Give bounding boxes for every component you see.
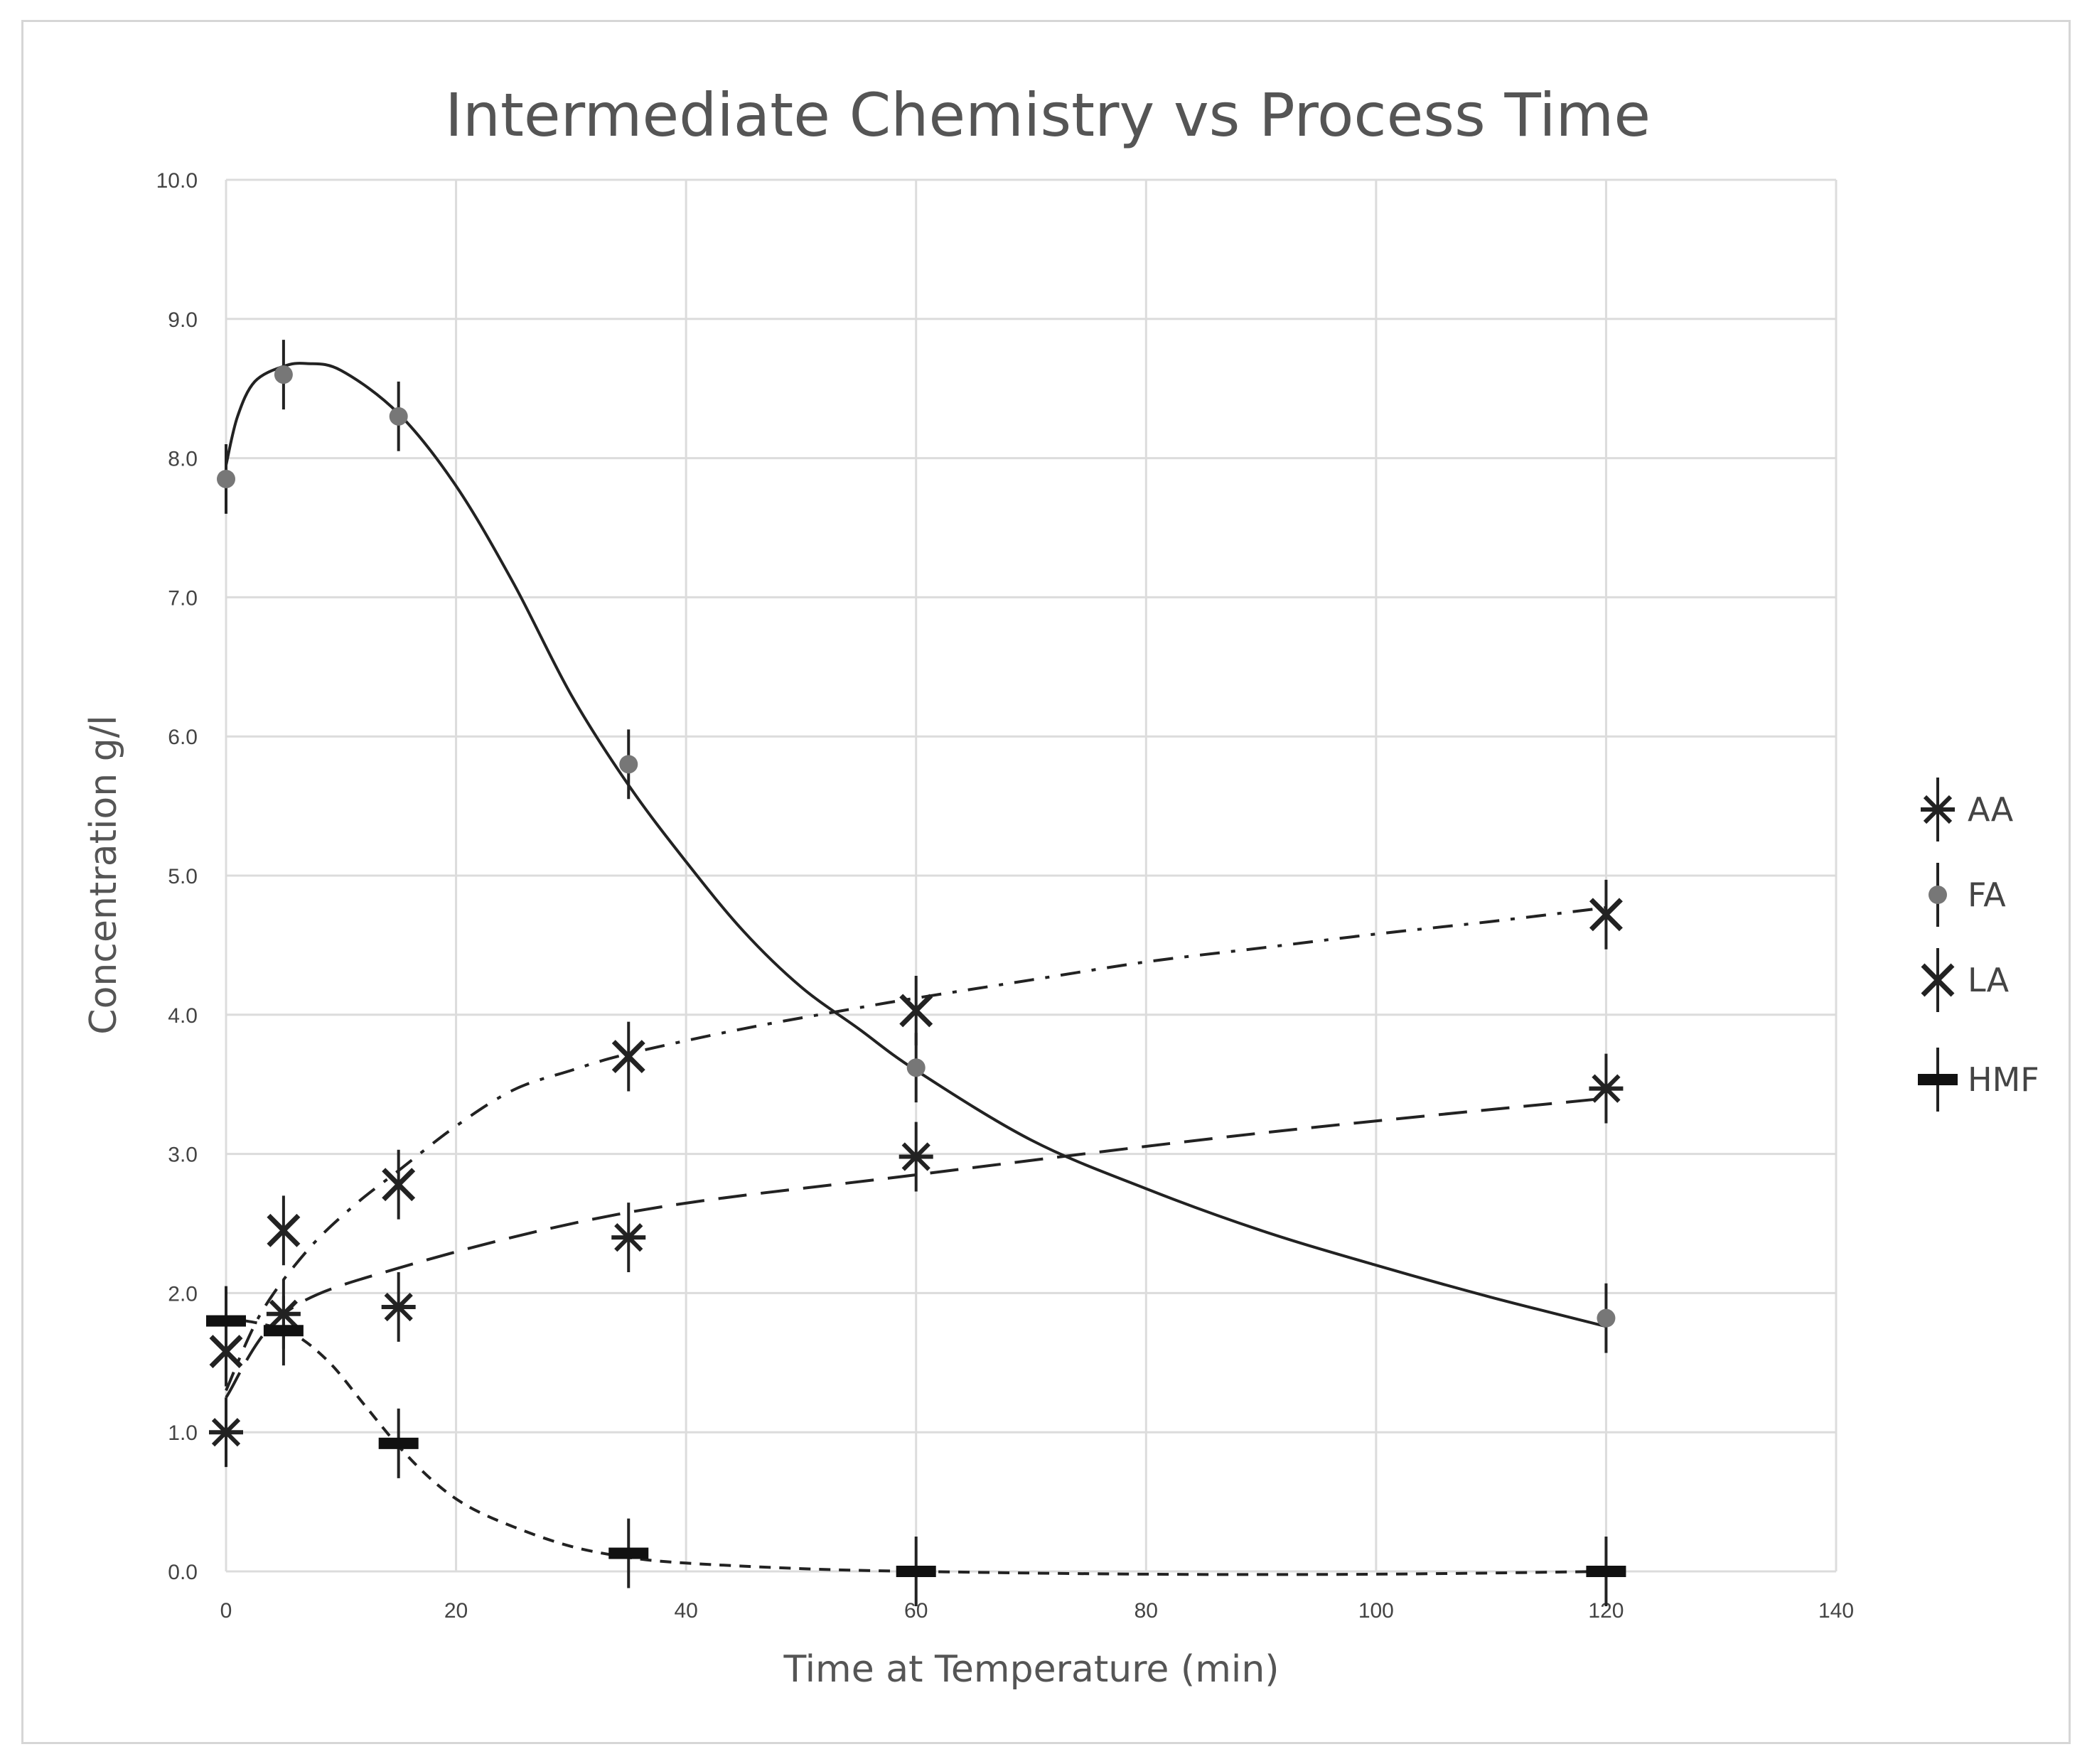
legend-label-fa: FA (1968, 876, 2006, 914)
la-marker-stroke (611, 1040, 645, 1074)
data-point-fa (619, 729, 638, 800)
data-point-hmf (263, 1296, 304, 1366)
chart-frame: Intermediate Chemistry vs Process Time 0… (21, 20, 2071, 1744)
chart-svg: Intermediate Chemistry vs Process Time 0… (82, 80, 2039, 1691)
fa-marker-dot (217, 469, 235, 488)
data-point-hmf (896, 1537, 936, 1606)
legend: AA FA LA HMF (1918, 778, 2039, 1112)
data-point-aa (611, 1203, 646, 1273)
y-tick-labels: 0.0 1.0 2.0 3.0 4.0 5.0 6.0 7.0 8.0 9.0 10.0 (156, 169, 198, 1584)
trendline-la (225, 906, 1606, 1392)
fa-marker-dot (274, 365, 293, 384)
la-marker-stroke (1589, 898, 1623, 932)
y-tick-label: 0.0 (168, 1561, 198, 1584)
y-tick-label: 3.0 (168, 1144, 198, 1167)
trendline-fa (225, 362, 1606, 1328)
fa-marker-dot (906, 1058, 926, 1077)
y-tick-label: 1.0 (168, 1421, 198, 1445)
data-point-fa (217, 444, 235, 514)
y-tick-label: 7.0 (168, 586, 198, 610)
y-tick-label: 2.0 (168, 1282, 198, 1306)
fa-marker-dot (619, 755, 638, 774)
x-tick-label: 0 (220, 1599, 232, 1623)
x-tick-label: 140 (1818, 1599, 1854, 1623)
legend-la-marker-stroke (1921, 963, 1955, 997)
chart-title: Intermediate Chemistry vs Process Time (445, 80, 1651, 150)
hmf-marker-bar (206, 1315, 246, 1327)
fa-marker-dot (1597, 1308, 1616, 1328)
data-point-hmf (206, 1286, 246, 1356)
fa-marker-dot (389, 407, 408, 426)
data-point-aa (1589, 1053, 1624, 1124)
data-point-hmf (608, 1518, 649, 1588)
la-marker-stroke (899, 994, 933, 1028)
hmf-marker-bar (896, 1566, 936, 1577)
x-tick-label: 20 (444, 1599, 468, 1623)
x-tick-label: 40 (674, 1599, 697, 1623)
data-point-fa (389, 381, 408, 451)
legend-hmf-marker-bar (1918, 1074, 1958, 1085)
y-tick-label: 6.0 (168, 726, 198, 749)
hmf-marker-bar (1586, 1566, 1626, 1577)
trendline-hmf (225, 1316, 1606, 1576)
x-tick-labels: 0 20 40 60 80 100 120 140 (220, 1599, 1854, 1623)
data-point-la (611, 1021, 645, 1092)
y-tick-label: 4.0 (168, 1004, 198, 1028)
data-point-fa (274, 340, 293, 410)
data-point-la (899, 975, 933, 1045)
y-tick-label: 10.0 (156, 169, 198, 193)
legend-label-hmf: HMF (1968, 1060, 2039, 1099)
la-marker-stroke (267, 1213, 301, 1247)
hmf-marker-bar (378, 1437, 419, 1449)
data-point-aa (899, 1122, 933, 1192)
legend-item-aa: AA (1921, 778, 2014, 841)
y-axis-title: Concentration g/l (82, 715, 125, 1034)
legend-item-hmf: HMF (1918, 1048, 2039, 1112)
data-point-la (382, 1149, 416, 1220)
legend-label-aa: AA (1968, 790, 2014, 829)
y-tick-label: 8.0 (168, 448, 198, 471)
data-point-aa (209, 1397, 243, 1468)
data-point-la (267, 1195, 301, 1266)
y-tick-label: 5.0 (168, 865, 198, 888)
data-point-hmf (378, 1408, 419, 1478)
gridlines (225, 178, 1838, 1573)
trendline-aa (225, 1097, 1606, 1399)
legend-item-fa: FA (1929, 863, 2006, 927)
data-point-fa (1597, 1283, 1616, 1353)
legend-fa-marker-dot (1929, 886, 1947, 904)
hmf-marker-bar (608, 1547, 649, 1559)
la-marker-stroke (382, 1168, 416, 1202)
legend-item-la: LA (1921, 948, 2010, 1012)
y-tick-label: 9.0 (168, 308, 198, 332)
hmf-marker-bar (263, 1325, 304, 1337)
x-tick-label: 100 (1358, 1599, 1394, 1623)
trendlines (225, 362, 1606, 1576)
x-tick-label: 80 (1134, 1599, 1158, 1623)
data-point-hmf (1586, 1537, 1626, 1606)
data-points (206, 340, 1626, 1606)
data-point-la (1589, 879, 1623, 950)
data-point-aa (381, 1272, 416, 1342)
legend-label-la: LA (1968, 961, 2010, 999)
x-axis-title: Time at Temperature (min) (783, 1648, 1279, 1691)
